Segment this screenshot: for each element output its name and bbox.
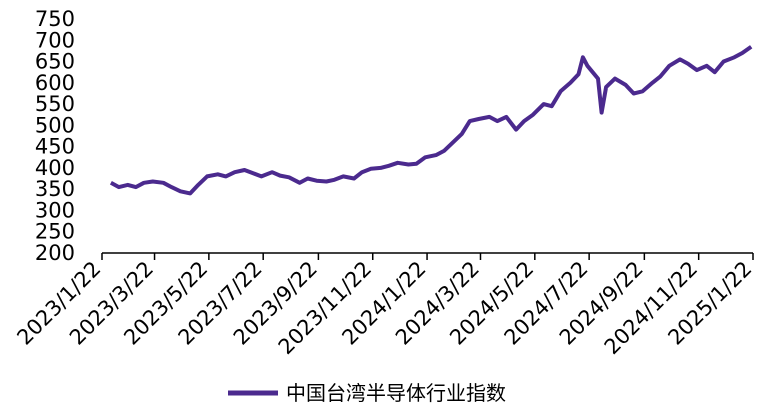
y-tick-label: 300 (35, 198, 75, 222)
plot-area (109, 45, 753, 196)
y-tick-label: 650 (35, 50, 75, 74)
y-tick-label: 350 (35, 177, 75, 201)
x-axis: 2023/1/222023/3/222023/5/222023/7/222023… (12, 252, 757, 359)
y-tick-label: 500 (35, 113, 75, 137)
y-tick-label: 250 (35, 220, 75, 244)
y-tick-label: 550 (35, 92, 75, 116)
y-tick-label: 750 (35, 7, 75, 31)
y-tick-label: 600 (35, 71, 75, 95)
legend-label: 中国台湾半导体行业指数 (286, 381, 506, 405)
y-tick-label: 450 (35, 135, 75, 159)
legend: 中国台湾半导体行业指数 (228, 381, 506, 405)
series-line (109, 45, 753, 196)
y-tick-label: 200 (35, 241, 75, 265)
y-tick-label: 700 (35, 28, 75, 52)
y-tick-label: 400 (35, 156, 75, 180)
